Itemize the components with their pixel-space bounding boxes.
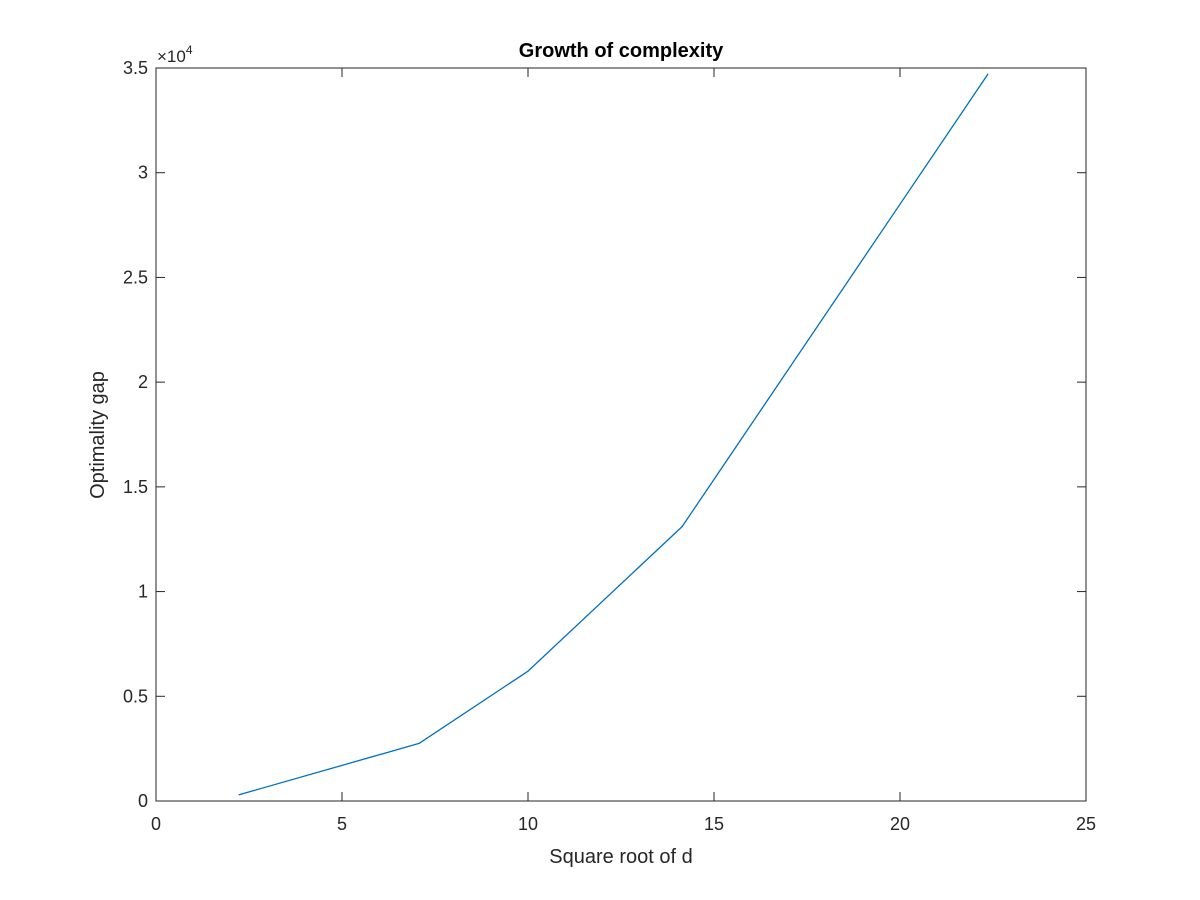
x-tick-label: 0 [151,814,161,834]
y-tick-label: 1.5 [123,477,148,497]
data-point [418,742,420,745]
x-tick-label: 15 [704,814,724,834]
chart-title: Growth of complexity [519,40,724,62]
series-layer [238,73,989,796]
y-tick-label: 2.5 [123,267,148,287]
y-tick-label: 0.5 [123,686,148,706]
x-tick-label: 10 [518,814,538,834]
x-tick-label: 20 [890,814,910,834]
y-tick-label: 3.5 [123,58,148,78]
data-point [527,670,529,672]
x-tick-label: 5 [337,814,347,834]
data-point [987,73,989,75]
y-exponent-base: ×10 [157,47,186,66]
y-tick-label: 2 [138,372,148,392]
y-tick-label: 0 [138,791,148,811]
y-exponent-label: ×104 [157,43,193,66]
y-axis-label: Optimality gap [87,371,109,499]
data-point [681,526,683,528]
x-axis-label: Square root of d [549,846,692,868]
data-point [238,794,240,796]
plot-area [156,68,1086,801]
x-tick-label: 25 [1076,814,1096,834]
y-tick-label: 1 [138,582,148,602]
y-exponent-power: 4 [186,43,193,57]
axes-box [155,67,1087,802]
y-tick-label: 3 [138,163,148,183]
ticks-layer: 0 5 10 15 20 25 0 0.5 1 1.5 2 2.5 3 3.5 [123,58,1096,834]
